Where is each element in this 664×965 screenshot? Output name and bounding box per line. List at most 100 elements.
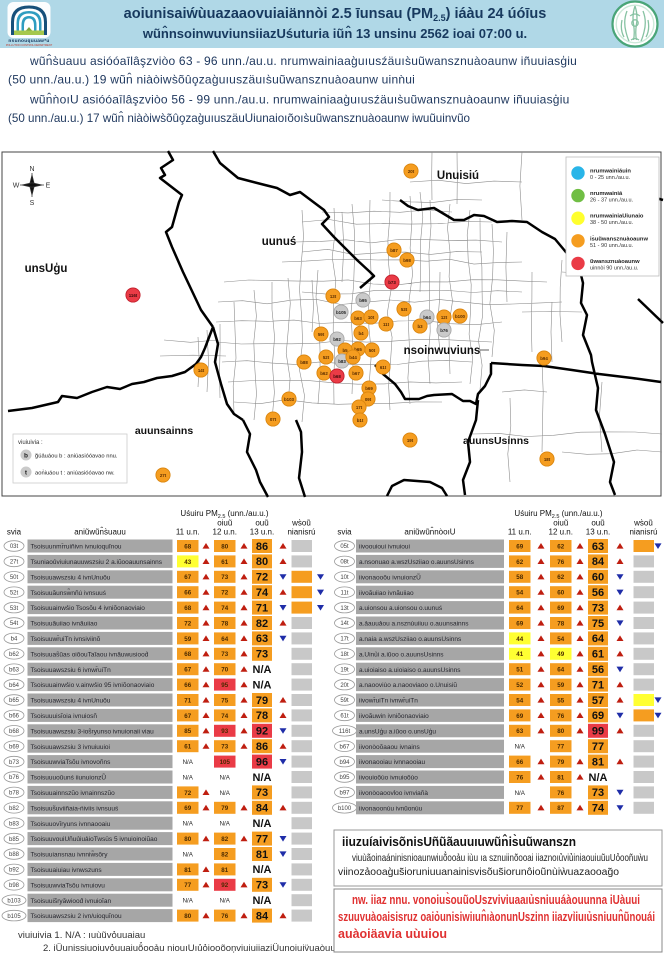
svg-text:76: 76 — [221, 913, 228, 920]
svg-text:56: 56 — [592, 587, 604, 599]
svg-text:81: 81 — [221, 867, 228, 874]
svg-text:ws̀oũ: ws̀oũ — [291, 519, 311, 528]
svg-text:b66: b66 — [9, 714, 20, 720]
svg-text:64: 64 — [221, 636, 228, 643]
svg-text:13 u.n.: 13 u.n. — [586, 528, 610, 537]
svg-text:Tsoisuuawszsiu 3-ios̃ryunso iv: Tsoisuuawszsiu 3-ios̃ryunso ivnuionaii v… — [31, 728, 155, 735]
svg-text:b67: b67 — [352, 371, 360, 376]
svg-text:68: 68 — [184, 543, 191, 550]
svg-text:52t: 52t — [10, 590, 19, 596]
svg-text:51: 51 — [516, 667, 523, 674]
svg-text:Tsoisuuãuiiao ivnãuiiao: Tsoisuuãuiiao ivnãuiiao — [31, 621, 98, 628]
svg-text:77: 77 — [592, 741, 604, 753]
svg-text:61t: 61t — [340, 714, 349, 720]
svg-text:105: 105 — [220, 759, 231, 766]
svg-text:52: 52 — [516, 682, 523, 689]
svg-text:POLLUTION CONTROL DEPARTMENT: POLLUTION CONTROL DEPARTMENT — [6, 43, 53, 47]
svg-text:Tsoisuuas̃ũas oiõouTaĩaou i: Tsoisuuas̃ũas oiõouTaĩaou ivnãuwusio… — [31, 650, 149, 658]
svg-text:56: 56 — [592, 664, 604, 676]
svg-text:20t: 20t — [408, 169, 415, 174]
svg-text:b68: b68 — [333, 374, 341, 379]
svg-text:61: 61 — [184, 744, 191, 751]
svg-text:Uśuiru PM2.5 (unn./au.u.): Uśuiru PM2.5 (unn./au.u.) — [514, 509, 602, 520]
svg-text:18t: 18t — [544, 457, 551, 462]
svg-text:86: 86 — [256, 541, 268, 553]
svg-text:69: 69 — [592, 710, 604, 722]
svg-text:a.nsonuao a.wszUsziiao o.auuns: a.nsonuao a.wszUsziiao o.auunsUsinns — [359, 559, 475, 566]
svg-text:84: 84 — [256, 803, 269, 815]
svg-text:b94: b94 — [540, 356, 548, 361]
svg-text:Unuisiú: Unuisiú — [437, 170, 479, 182]
svg-text:N/A: N/A — [183, 898, 194, 905]
svg-text:11 u.n.: 11 u.n. — [508, 528, 532, 537]
svg-text:10t: 10t — [368, 315, 375, 320]
svg-text:75: 75 — [592, 618, 604, 630]
svg-text:b105: b105 — [336, 310, 347, 315]
svg-text:27t: 27t — [10, 560, 19, 566]
svg-text:Tsoisuuainnszũo ivnainnszũo: Tsoisuuainnszũo ivnainnszũo — [31, 790, 116, 797]
svg-text:b1t: b1t — [357, 418, 364, 423]
svg-text:99: 99 — [592, 726, 604, 738]
svg-text:87: 87 — [557, 805, 564, 812]
svg-text:41: 41 — [516, 651, 523, 658]
svg-text:N/A: N/A — [183, 774, 194, 781]
svg-text:b62: b62 — [9, 652, 20, 658]
svg-text:N/A: N/A — [589, 772, 608, 784]
svg-text:71: 71 — [184, 697, 191, 704]
svg-text:iivonaoonùu ivnũonùu: iivonaoonùu ivnũonùu — [359, 805, 423, 812]
svg-text:b92: b92 — [333, 337, 341, 342]
svg-text:50t: 50t — [369, 348, 376, 353]
svg-text:79: 79 — [256, 695, 268, 707]
svg-text:iivonaooiau ivnnaooiau: iivonaooiau ivnnaooiau — [359, 759, 426, 766]
svg-text:aoiunisaiẃùuazaaovuiaiännò: aoiunisaiẃùuazaaovuiaiännòi 2.5 īuns… — [124, 6, 547, 23]
svg-text:Tsoisuuawszsiu 4 ivnUnuõu: Tsoisuuawszsiu 4 ivnUnuõu — [31, 698, 111, 705]
svg-text:nianisrú: nianisrú — [629, 528, 657, 537]
svg-text:54: 54 — [516, 697, 523, 704]
svg-text:b97: b97 — [339, 791, 350, 797]
svg-text:nsunouquuaw*u: nsunouquuaw*u — [8, 38, 49, 44]
svg-text:Tsoisuunmr̄ruiñivn ivnuioquĩ: Tsoisuunmr̄ruiñivn ivnuioquĩnou — [31, 542, 122, 550]
svg-text:TsoisuuwviaTsõu ivnuiovu: TsoisuuwviaTsõu ivnuiovu — [31, 882, 106, 889]
svg-text:53t: 53t — [10, 606, 19, 612]
svg-text:uunuś: uunuś — [262, 236, 297, 248]
svg-text:iivonòoõaaou ivnains: iivonòoõaaou ivnains — [359, 744, 420, 751]
svg-text:86: 86 — [256, 741, 268, 753]
svg-text:14t: 14t — [340, 621, 349, 627]
svg-text:66: 66 — [184, 682, 191, 689]
svg-text:69: 69 — [516, 543, 523, 550]
svg-text:b85: b85 — [9, 837, 20, 843]
svg-text:80: 80 — [184, 913, 191, 920]
svg-text:nianisrú: nianisrú — [287, 528, 315, 537]
svg-text:66: 66 — [184, 590, 191, 597]
svg-text:0 - 25 unn./au.u.: 0 - 25 unn./au.u. — [590, 175, 631, 181]
svg-text:b4: b4 — [11, 637, 18, 643]
svg-text:93: 93 — [221, 728, 228, 735]
svg-text:oiuũ: oiuũ — [217, 519, 232, 528]
svg-text:08t: 08t — [340, 560, 349, 566]
svg-text:59t: 59t — [318, 332, 325, 337]
svg-text:12 u.n.: 12 u.n. — [549, 528, 573, 537]
svg-text:b95: b95 — [339, 775, 350, 781]
svg-text:b3: b3 — [417, 324, 423, 329]
svg-text:74: 74 — [221, 605, 228, 612]
svg-text:b68: b68 — [9, 729, 20, 735]
svg-text:116t: 116t — [339, 729, 351, 735]
svg-text:81: 81 — [184, 867, 191, 874]
svg-text:b73: b73 — [388, 280, 396, 285]
svg-text:b103: b103 — [7, 898, 21, 904]
svg-text:82: 82 — [221, 836, 228, 843]
svg-text:67: 67 — [184, 667, 191, 674]
svg-text:aon̉iuáou t : aniúasióóava: aon̉iuáou t : aniúasióóavao nw. — [35, 468, 115, 476]
svg-text:71: 71 — [592, 679, 604, 691]
svg-text:59t: 59t — [340, 698, 349, 704]
svg-text:77: 77 — [184, 882, 191, 889]
svg-text:50t: 50t — [10, 575, 19, 581]
svg-text:19t: 19t — [407, 438, 414, 443]
svg-text:Tsoisuuis̃ryãwiood́ ivnuioĩa: Tsoisuuis̃ryãwiood́ ivnuioĩan — [31, 897, 112, 905]
svg-text:ouũ: ouũ — [591, 519, 604, 528]
svg-text:wũn̂s̀uauu asióóaīlâşzvi: wũn̂s̀uauu asióóaīlâşzviòo 63 - 96… — [29, 53, 577, 68]
svg-text:84: 84 — [592, 556, 605, 568]
svg-text:b82: b82 — [9, 806, 20, 812]
svg-text:nrumwainiá: nrumwainiá — [590, 191, 623, 197]
svg-text:is̀uũwansznuàoaunw: is̀uũwansznuàoaunw — [590, 235, 648, 242]
